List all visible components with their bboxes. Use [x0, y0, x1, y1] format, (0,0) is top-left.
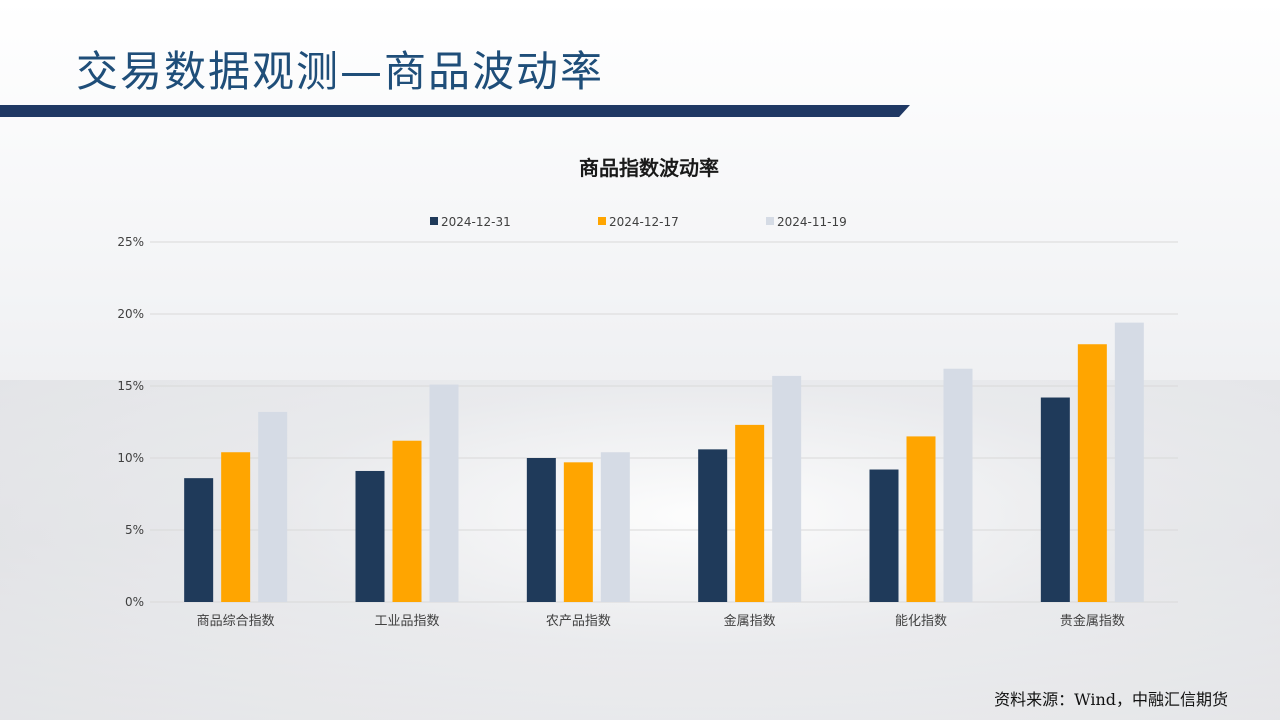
y-tick-label: 15% [117, 379, 144, 393]
y-tick-label: 25% [117, 235, 144, 249]
bar [1077, 344, 1107, 602]
legend-swatch [766, 217, 774, 225]
bar [221, 452, 251, 602]
x-tick-label: 金属指数 [724, 613, 776, 629]
y-tick-label: 10% [117, 451, 144, 465]
bar [906, 436, 936, 602]
x-tick-label: 农产品指数 [546, 614, 611, 629]
y-tick-label: 20% [117, 307, 144, 321]
bar [355, 470, 385, 602]
bar [698, 449, 728, 602]
x-tick-label: 工业品指数 [374, 614, 439, 629]
legend-swatch [598, 217, 606, 225]
x-tick-label: 能化指数 [895, 614, 947, 629]
bar [392, 440, 422, 602]
source-note: 资料来源：Wind，中融汇信期货 [994, 690, 1228, 709]
chart-title: 商品指数波动率 [579, 156, 719, 180]
bar [563, 462, 593, 602]
bar [526, 458, 556, 602]
legend-label: 2024-12-17 [609, 215, 679, 229]
legend-label: 2024-12-31 [441, 215, 511, 229]
bar [1114, 322, 1144, 602]
bar [184, 478, 214, 602]
bar [943, 368, 973, 602]
bar [869, 469, 899, 602]
bar [600, 452, 630, 602]
bar [772, 375, 802, 602]
bar [1040, 397, 1070, 602]
x-tick-label: 商品综合指数 [197, 614, 275, 629]
title-underline-bar [0, 105, 910, 117]
legend-swatch [430, 217, 438, 225]
bar [258, 411, 288, 602]
page-title: 交易数据观测—商品波动率 [76, 47, 605, 96]
x-tick-label: 贵金属指数 [1060, 613, 1125, 629]
legend-label: 2024-11-19 [777, 215, 847, 229]
y-tick-label: 0% [125, 595, 144, 609]
bar [735, 424, 765, 602]
bar [429, 384, 459, 602]
y-tick-label: 5% [125, 523, 144, 537]
